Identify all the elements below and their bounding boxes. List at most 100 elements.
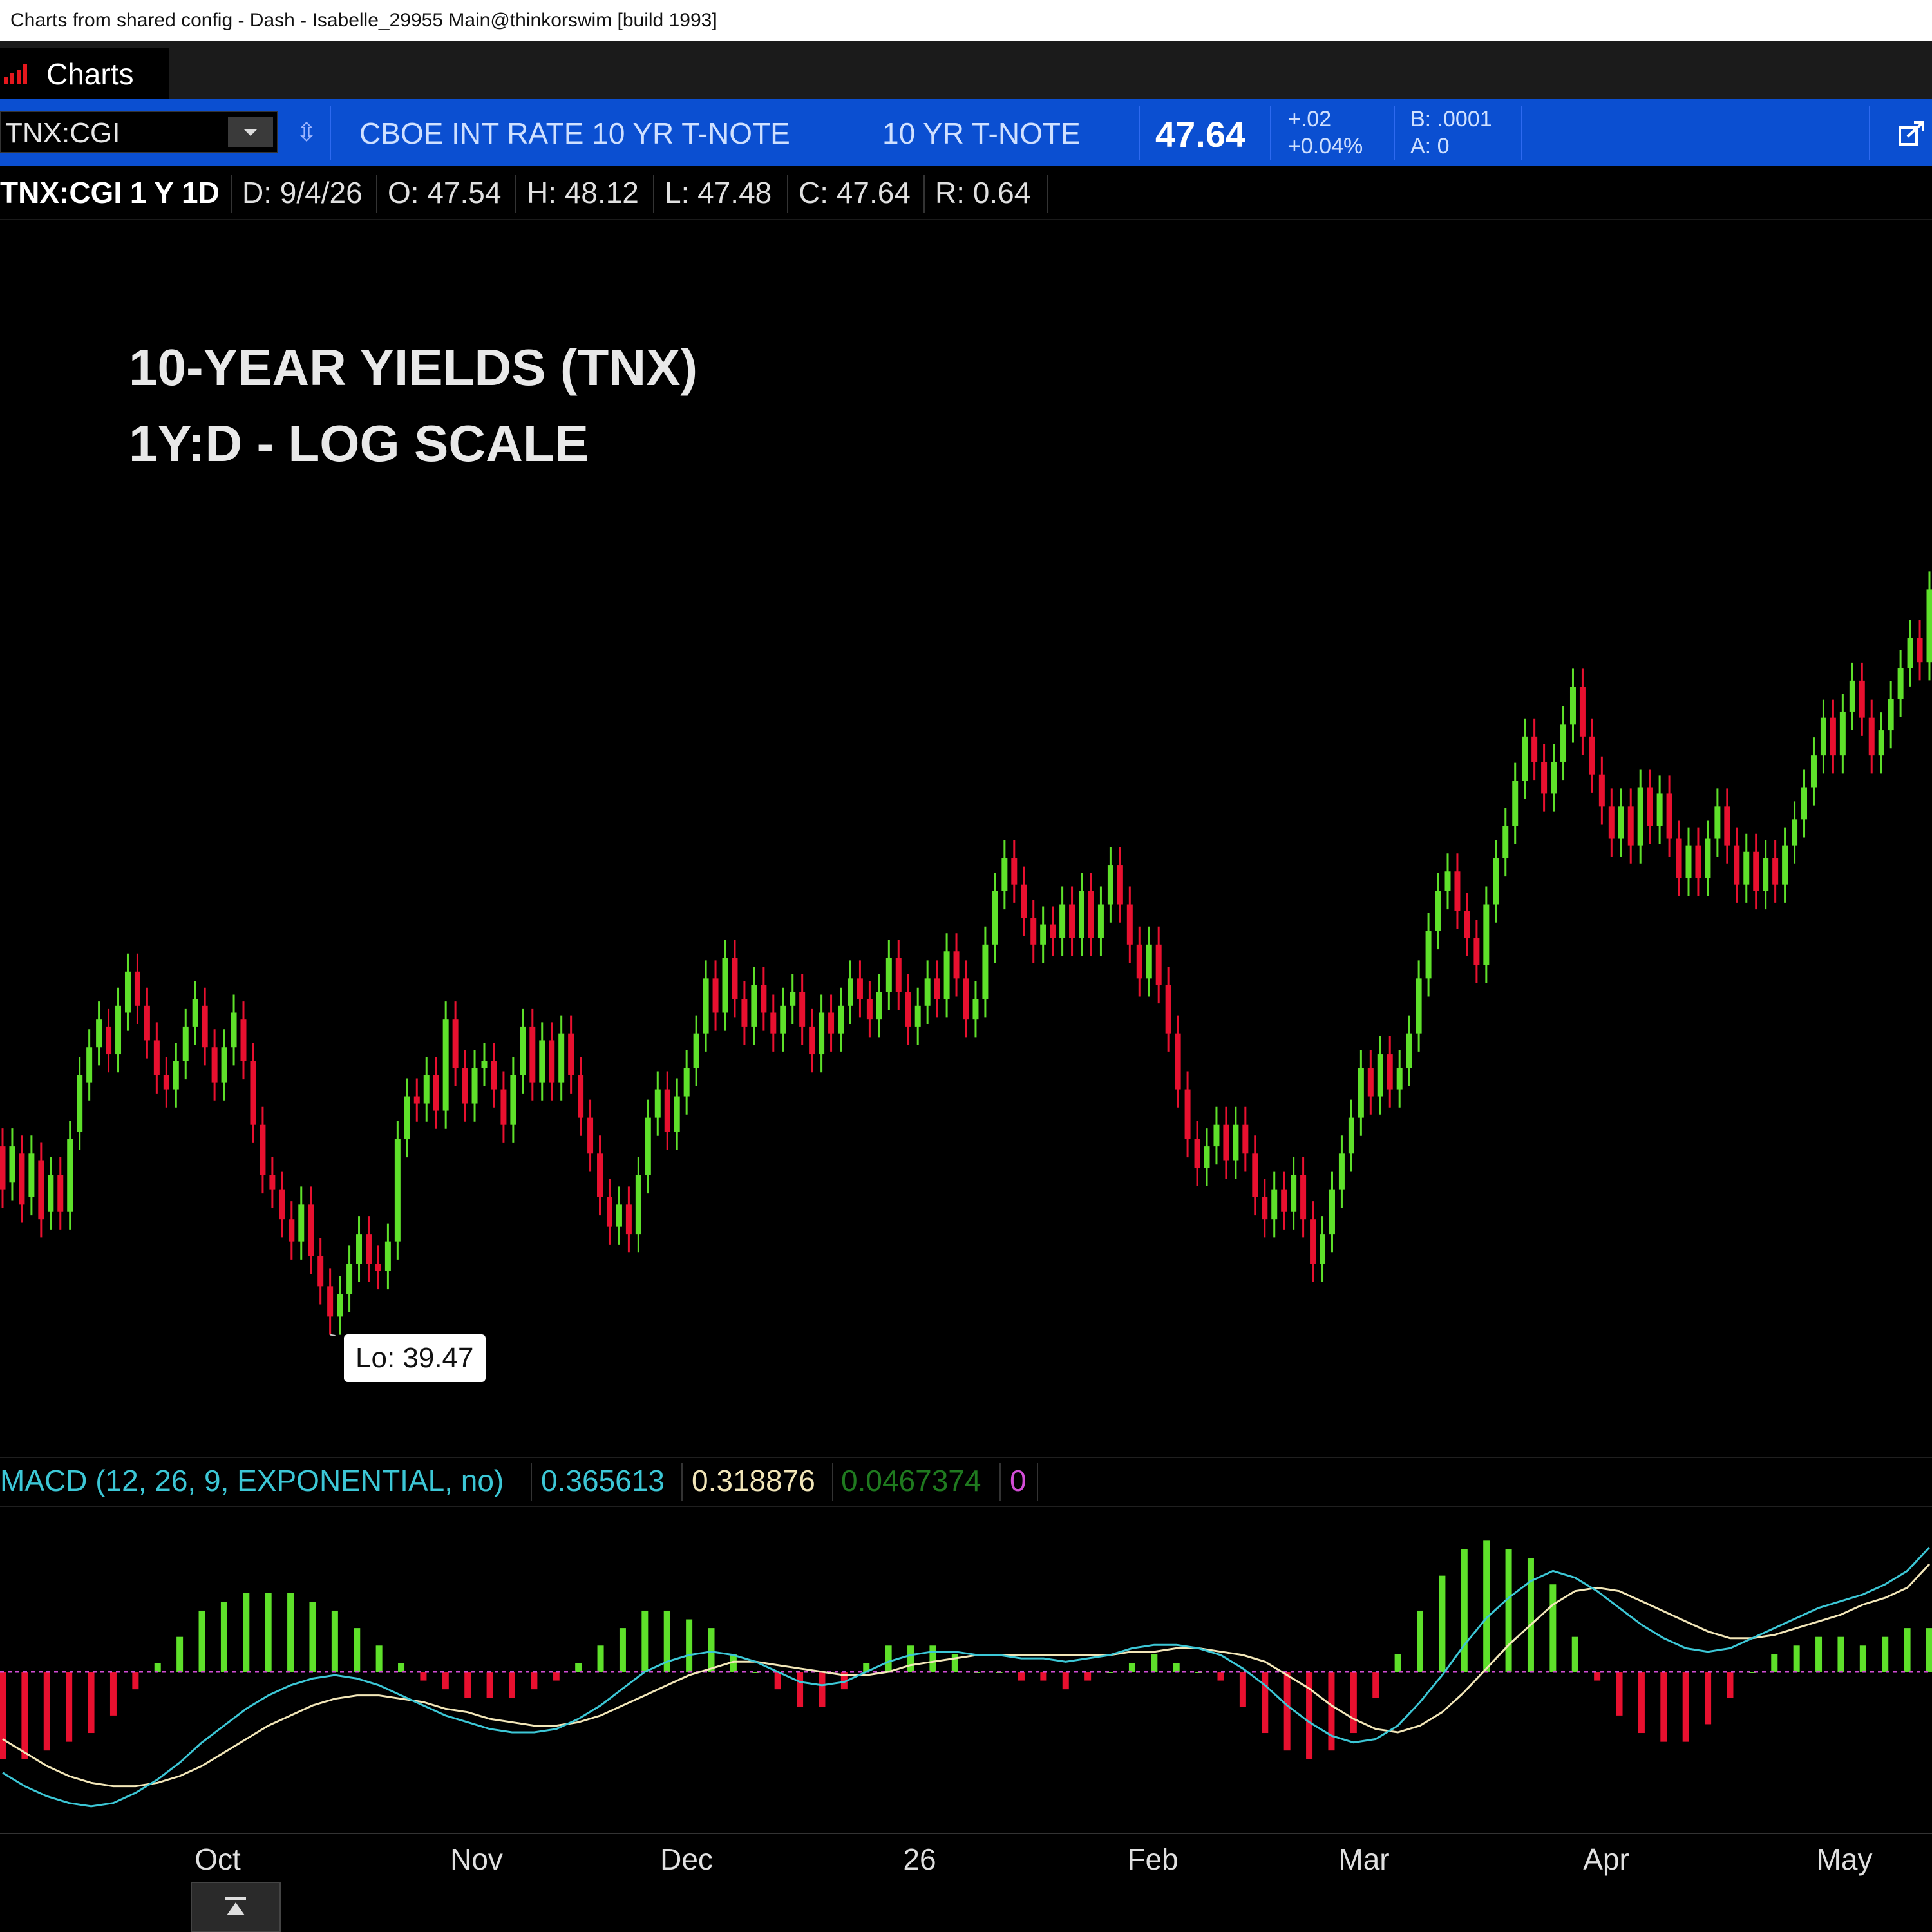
candle-body <box>597 1153 603 1197</box>
macd-histogram-bar <box>1571 1636 1578 1672</box>
x-tick-label: Dec <box>660 1842 713 1876</box>
candle-body <box>221 1047 227 1083</box>
candle-body <box>462 1068 468 1104</box>
window-title: Charts from shared config - Dash - Isabe… <box>0 0 1932 41</box>
ohlc-date: D: 9/4/26 <box>242 176 363 209</box>
macd-histogram-bar <box>974 1672 981 1673</box>
tab-bar: Charts <box>0 41 1932 99</box>
macd-histogram-bar <box>464 1672 471 1698</box>
macd-histogram-bar <box>1505 1549 1512 1672</box>
macd-histogram-bar <box>1262 1672 1269 1734</box>
candle-body <box>568 1033 574 1075</box>
macd-histogram-bar <box>1195 1672 1202 1673</box>
candle-body <box>606 1197 612 1227</box>
macd-histogram-bar <box>1616 1672 1623 1716</box>
candle-body <box>1367 1068 1374 1097</box>
macd-histogram-bar <box>840 1672 848 1690</box>
macd-histogram-bar <box>1239 1672 1246 1707</box>
macd-histogram-bar <box>553 1672 560 1681</box>
divider <box>330 106 331 160</box>
candle-body <box>1030 918 1037 945</box>
candle-body <box>828 1012 835 1034</box>
candle-body <box>1464 911 1470 938</box>
divider <box>1047 175 1048 213</box>
candle-body <box>1079 891 1085 938</box>
macd-histogram-bar <box>1660 1672 1667 1742</box>
macd-histogram-bar <box>287 1593 294 1672</box>
candle-body <box>1897 668 1904 699</box>
ohlc-close: C: 47.64 <box>799 176 911 209</box>
candle-body <box>308 1204 314 1256</box>
candle-body <box>211 1047 218 1083</box>
macd-histogram-bar <box>1682 1672 1689 1742</box>
candle-body <box>1223 1124 1229 1161</box>
macd-histogram-bar <box>109 1672 117 1716</box>
link-icon[interactable]: ⇳ <box>296 118 317 147</box>
macd-histogram-bar <box>1062 1672 1069 1690</box>
candle-body <box>780 1005 786 1034</box>
candle-body <box>1175 1033 1181 1090</box>
symbol-description: CBOE INT RATE 10 YR T-NOTE <box>359 117 790 150</box>
candle-body <box>1001 858 1008 891</box>
candle-body <box>1483 904 1490 965</box>
candle-body <box>182 1026 189 1061</box>
candle-body <box>1059 904 1066 938</box>
candle-body <box>1522 736 1528 781</box>
macd-histogram-bar <box>1926 1628 1932 1672</box>
candle-body <box>799 992 806 1027</box>
symbol-short-name: 10 YR T-NOTE <box>882 117 1081 150</box>
candle-body <box>520 1026 526 1075</box>
candle-body <box>761 985 767 1013</box>
macd-histogram-bar <box>1461 1549 1468 1672</box>
candle-body <box>529 1026 536 1083</box>
macd-histogram-bar <box>708 1628 715 1672</box>
candle-body <box>289 1219 295 1242</box>
candle-body <box>77 1075 83 1132</box>
expand-panel-button[interactable] <box>191 1882 281 1932</box>
candle-body <box>384 1241 391 1271</box>
symbol-bar: TNX:CGI ⇳ CBOE INT RATE 10 YR T-NOTE 10 … <box>0 99 1932 166</box>
candle-body <box>1242 1124 1249 1154</box>
ask: A: 0 <box>1410 134 1450 158</box>
candle-body <box>433 1075 439 1111</box>
candle-body <box>1194 1139 1200 1168</box>
chart-bars-icon <box>4 64 32 84</box>
candle-body <box>741 999 748 1027</box>
candle-body <box>1849 680 1855 712</box>
macd-histogram-bar <box>1705 1672 1712 1725</box>
macd-histogram-bar <box>1283 1672 1291 1751</box>
candle-body <box>163 1075 169 1090</box>
macd-histogram-bar <box>354 1628 361 1672</box>
macd-histogram-bar <box>198 1610 205 1672</box>
candle-body <box>1705 838 1711 878</box>
candle-body <box>1782 845 1788 885</box>
candle-body <box>260 1124 266 1176</box>
macd-histogram-bar <box>442 1672 449 1690</box>
macd-label: MACD (12, 26, 9, EXPONENTIAL, no) <box>0 1464 504 1497</box>
macd-histogram-bar <box>996 1672 1003 1673</box>
candle-body <box>645 1117 651 1176</box>
candle-body <box>9 1146 15 1183</box>
x-tick-label: Apr <box>1583 1842 1629 1876</box>
symbol-input[interactable]: TNX:CGI <box>0 111 278 153</box>
ohlc-info-bar: TNX:CGI 1 Y 1D D: 9/4/26 O: 47.54 H: 48.… <box>0 166 1932 220</box>
candle-body <box>1560 724 1567 762</box>
candle-body <box>1107 865 1113 905</box>
bid: B: .0001 <box>1410 107 1492 131</box>
macd-diff: 0.0467374 <box>841 1464 981 1497</box>
candle-body <box>1878 730 1884 756</box>
macd-histogram-bar <box>752 1672 759 1673</box>
tab-charts[interactable]: Charts <box>0 48 169 99</box>
share-icon[interactable] <box>1897 118 1926 147</box>
candle-body <box>1320 1234 1326 1264</box>
chevron-down-icon[interactable] <box>228 117 273 147</box>
candle-body <box>1310 1219 1316 1264</box>
candle-body <box>0 1146 6 1190</box>
divider <box>1139 106 1140 160</box>
candle-body <box>790 992 796 1006</box>
macd-histogram-bar <box>1394 1654 1401 1672</box>
macd-histogram-bar <box>0 1672 6 1759</box>
macd-histogram-bar <box>1815 1636 1823 1672</box>
macd-histogram-bar <box>686 1619 693 1672</box>
